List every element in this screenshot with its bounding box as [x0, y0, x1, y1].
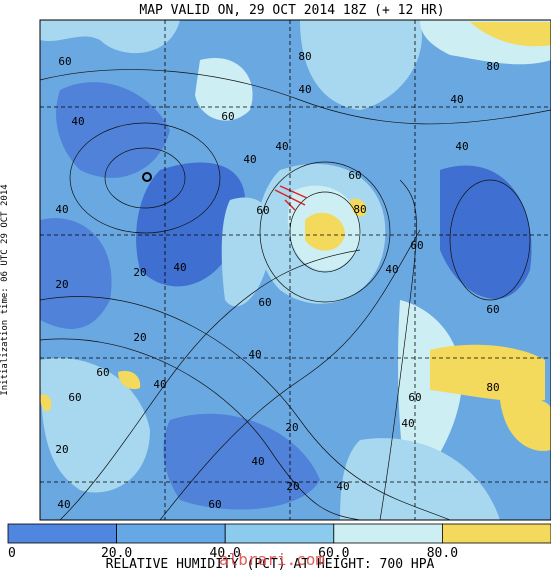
- contour-label: 40: [251, 455, 264, 468]
- colorbar-label: 20.0: [101, 546, 132, 561]
- contour-label: 60: [58, 55, 71, 68]
- contour-label: 60: [408, 391, 421, 404]
- colorbar-segment: [7, 523, 117, 544]
- grid: [39, 19, 551, 521]
- contour-label: 40: [71, 115, 84, 128]
- contour-label: 40: [455, 140, 468, 153]
- colorbar-label: 0: [8, 546, 16, 561]
- contour-label: 20: [133, 331, 146, 344]
- contour-label: 80: [298, 50, 311, 63]
- colorbar-segment: [333, 523, 443, 544]
- contour-label: 40: [275, 140, 288, 153]
- contour-label: 60: [208, 498, 221, 511]
- contour-label: 40: [401, 417, 414, 430]
- contour-label: 60: [96, 366, 109, 379]
- contour-label: 40: [450, 93, 463, 106]
- contour-label: 20: [286, 480, 299, 493]
- streamlines: [39, 69, 551, 521]
- contour-label: 40: [248, 348, 261, 361]
- contour-label: 20: [55, 443, 68, 456]
- contour-label: 60: [68, 391, 81, 404]
- contour-label: 20: [133, 266, 146, 279]
- watermark: albrari.com: [219, 550, 325, 569]
- contour-label: 60: [410, 239, 423, 252]
- colorbar: 0 20.0 40.0 60.0 80.0: [7, 523, 551, 561]
- colorbar-label: 80.0: [427, 546, 458, 561]
- contour-label: 40: [336, 480, 349, 493]
- colorbar-segment: [116, 523, 226, 544]
- field-caption: RELATIVE HUMIDITY (PCT) AT HEIGHT: 700 H…: [106, 557, 435, 570]
- contour-label: 60: [348, 169, 361, 182]
- contour-label: 20: [55, 278, 68, 291]
- contour-label: 40: [153, 378, 166, 391]
- contour-label: 60: [256, 204, 269, 217]
- contour-labels: 60 80 80 40 60 40 40 40 40 40 60 40 60 80 60 40 40 20 20 60…: [55, 50, 499, 511]
- map-field: [40, 20, 551, 520]
- contour-label: 60: [221, 110, 234, 123]
- contour-label: 40: [57, 498, 70, 511]
- colorbar-segment: [224, 523, 335, 544]
- contour-label: 40: [173, 261, 186, 274]
- colorbar-segment: [441, 523, 551, 544]
- contour-label: 80: [353, 203, 366, 216]
- contour-label: 80: [486, 381, 499, 394]
- contour-label: 40: [55, 203, 68, 216]
- contour-label: 80: [486, 60, 499, 73]
- init-time: Initialization time: 06 UTC 29 OCT 2014: [0, 184, 10, 395]
- colorbar-label: 60.0: [318, 546, 349, 561]
- contour-label: 20: [285, 421, 298, 434]
- colorbar-label: 40.0: [210, 546, 241, 561]
- contour-label: 40: [243, 153, 256, 166]
- contour-label: 60: [258, 296, 271, 309]
- map-title: MAP VALID ON, 29 OCT 2014 18Z (+ 12 HR): [139, 3, 444, 18]
- contour-label: 60: [486, 303, 499, 316]
- contour-label: 40: [385, 263, 398, 276]
- contour-label: 40: [298, 83, 311, 96]
